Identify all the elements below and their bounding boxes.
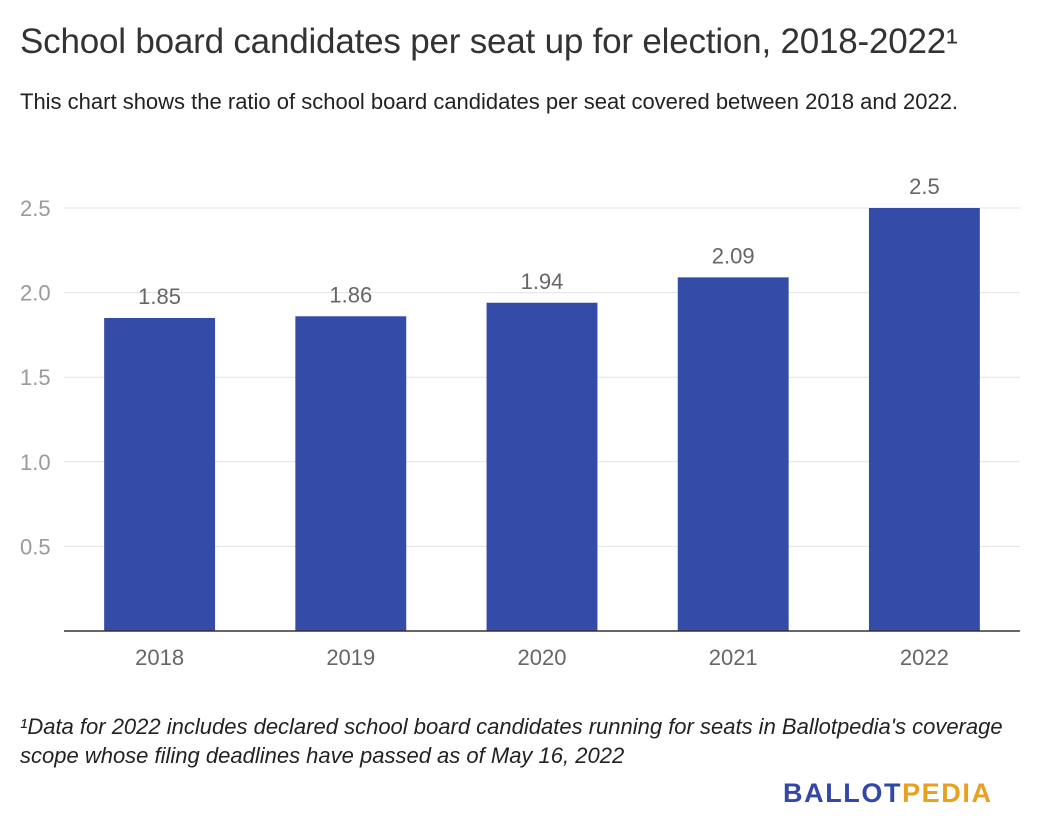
- axes: 0.5 1.0 1.5 2.0 2.5 1.85 2018 1.86 2019 1.94 2020 2…: [20, 174, 1020, 670]
- data-label: 1.86: [329, 282, 372, 307]
- bar-2018: [104, 317, 216, 631]
- y-tick-label: 2.5: [20, 196, 51, 221]
- bar-2022: [868, 208, 980, 631]
- logo-part-pedia: PEDIA: [902, 778, 993, 808]
- logo-part-ballot: BALLOT: [783, 778, 903, 808]
- data-label: 1.94: [521, 269, 564, 294]
- x-tick-label: 2020: [518, 645, 567, 670]
- bar-2021: [677, 277, 789, 631]
- x-tick-label: 2022: [900, 645, 949, 670]
- chart-footnote: ¹Data for 2022 includes declared school …: [20, 714, 1003, 768]
- ballotpedia-logo: BALLOTPEDIA: [783, 778, 993, 809]
- chart-subtitle: This chart shows the ratio of school boa…: [20, 89, 959, 114]
- data-label: 1.85: [138, 284, 181, 309]
- bar-2020: [486, 302, 598, 631]
- x-tick-label: 2019: [326, 645, 375, 670]
- bar-2019: [295, 316, 407, 631]
- chart-title: School board candidates per seat up for …: [20, 22, 958, 61]
- data-label: 2.09: [712, 243, 755, 268]
- x-tick-label: 2018: [135, 645, 184, 670]
- x-tick-label: 2021: [709, 645, 758, 670]
- y-tick-label: 1.0: [20, 450, 51, 475]
- y-tick-label: 1.5: [20, 365, 51, 390]
- bars: [104, 208, 980, 631]
- y-tick-label: 0.5: [20, 534, 51, 559]
- bar-chart: 0.5 1.0 1.5 2.0 2.5 1.85 2018 1.86 2019 1.94 2020 2…: [20, 174, 1020, 670]
- data-label: 2.5: [909, 174, 940, 199]
- y-tick-label: 2.0: [20, 281, 51, 306]
